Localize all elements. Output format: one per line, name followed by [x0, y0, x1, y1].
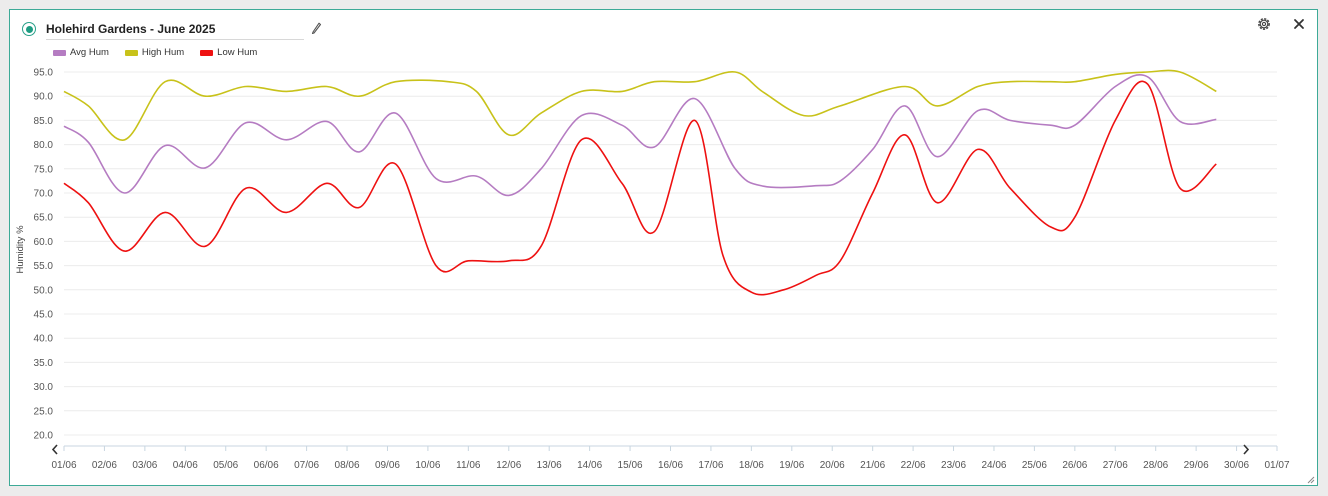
legend-label-high: High Hum [141, 47, 185, 58]
legend-item-avg[interactable]: Avg Hum [53, 47, 109, 58]
status-radio[interactable] [22, 22, 36, 36]
series-line-low[interactable] [63, 80, 1217, 296]
chart-panel: Avg Hum High Hum Low Hum [9, 9, 1318, 486]
y-tick-label: 45.0 [34, 310, 54, 321]
y-tick-label: 30.0 [34, 382, 54, 393]
x-tick-label: 03/06 [132, 460, 157, 471]
x-tick-label: 25/06 [1022, 460, 1047, 471]
x-tick-label: 01/06 [51, 460, 76, 471]
y-tick-label: 20.0 [34, 431, 54, 442]
y-tick-label: 55.0 [34, 261, 54, 272]
series-line-high[interactable] [63, 69, 1217, 141]
x-tick-label: 18/06 [739, 460, 764, 471]
x-tick-label: 06/06 [254, 460, 279, 471]
legend-item-high[interactable]: High Hum [124, 47, 185, 58]
y-tick-label: 50.0 [34, 285, 54, 296]
x-tick-label: 15/06 [618, 460, 643, 471]
y-tick-label: 85.0 [34, 116, 54, 127]
y-tick-label: 75.0 [34, 164, 54, 175]
x-tick-label: 24/06 [981, 460, 1006, 471]
y-tick-label: 60.0 [34, 237, 54, 248]
x-tick-label: 12/06 [496, 460, 521, 471]
x-tick-label: 19/06 [779, 460, 804, 471]
x-tick-label: 08/06 [335, 460, 360, 471]
title-row [22, 18, 304, 40]
legend-swatch-avg [53, 49, 66, 56]
x-tick-label: 02/06 [92, 460, 117, 471]
x-tick-label: 04/06 [173, 460, 198, 471]
x-tick-label: 22/06 [901, 460, 926, 471]
x-tick-label: 05/06 [213, 460, 238, 471]
x-tick-label: 07/06 [294, 460, 319, 471]
chevron-right-icon[interactable] [1243, 444, 1250, 455]
status-dot-inner [25, 25, 33, 33]
x-tick-label: 11/06 [456, 460, 481, 471]
x-tick-label: 13/06 [537, 460, 562, 471]
x-tick-label: 16/06 [658, 460, 683, 471]
x-tick-label: 23/06 [941, 460, 966, 471]
x-tick-label: 01/07 [1264, 460, 1289, 471]
y-tick-label: 25.0 [34, 406, 54, 417]
y-tick-label: 35.0 [34, 358, 54, 369]
y-tick-label: 95.0 [34, 68, 54, 79]
gear-icon[interactable] [1256, 16, 1272, 32]
y-axis-label: Humidity % [15, 225, 26, 274]
x-tick-label: 27/06 [1103, 460, 1128, 471]
x-tick-label: 14/06 [577, 460, 602, 471]
x-tick-label: 10/06 [415, 460, 440, 471]
series-line-avg[interactable] [63, 73, 1217, 197]
y-tick-label: 70.0 [34, 189, 54, 200]
legend-item-low[interactable]: Low Hum [200, 47, 257, 58]
x-tick-label: 20/06 [820, 460, 845, 471]
legend-label-low: Low Hum [217, 47, 258, 58]
x-tick-label: 17/06 [698, 460, 723, 471]
x-tick-label: 29/06 [1184, 460, 1209, 471]
x-tick-label: 30/06 [1224, 460, 1249, 471]
legend-swatch-low [200, 49, 214, 56]
x-tick-label: 28/06 [1143, 460, 1168, 471]
x-tick-label: 21/06 [860, 460, 885, 471]
y-tick-label: 40.0 [34, 334, 54, 345]
y-tick-label: 65.0 [34, 213, 54, 224]
chevron-left-icon[interactable] [51, 444, 58, 455]
chart-title-input[interactable] [46, 18, 304, 40]
resize-handle-icon[interactable] [1306, 475, 1315, 484]
close-icon[interactable] [1293, 18, 1305, 30]
legend-label-avg: Avg Hum [70, 47, 109, 58]
x-tick-label: 09/06 [375, 460, 400, 471]
x-tick-label: 26/06 [1062, 460, 1087, 471]
legend-swatch-high [124, 49, 138, 56]
y-tick-label: 90.0 [34, 92, 54, 103]
chart-legend: Avg Hum High Hum Low Hum [53, 47, 257, 58]
y-tick-label: 80.0 [34, 140, 54, 151]
pencil-icon[interactable] [310, 20, 322, 34]
